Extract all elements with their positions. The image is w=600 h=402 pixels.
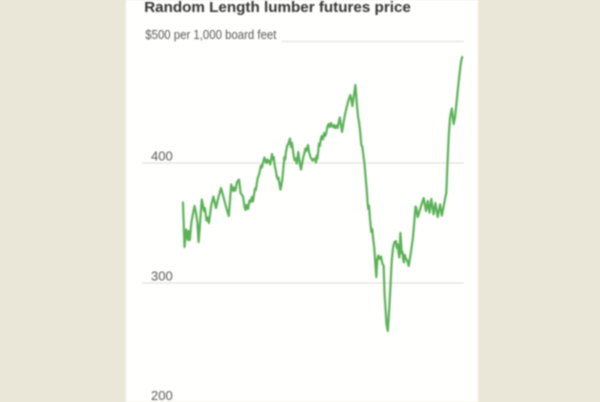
svg-text:$500 per 1,000 board feet: $500 per 1,000 board feet: [145, 27, 277, 42]
svg-text:400: 400: [151, 148, 173, 163]
svg-text:Random Length lumber futures p: Random Length lumber futures price: [144, 0, 411, 16]
svg-text:300: 300: [151, 268, 173, 283]
svg-text:200: 200: [151, 388, 173, 402]
